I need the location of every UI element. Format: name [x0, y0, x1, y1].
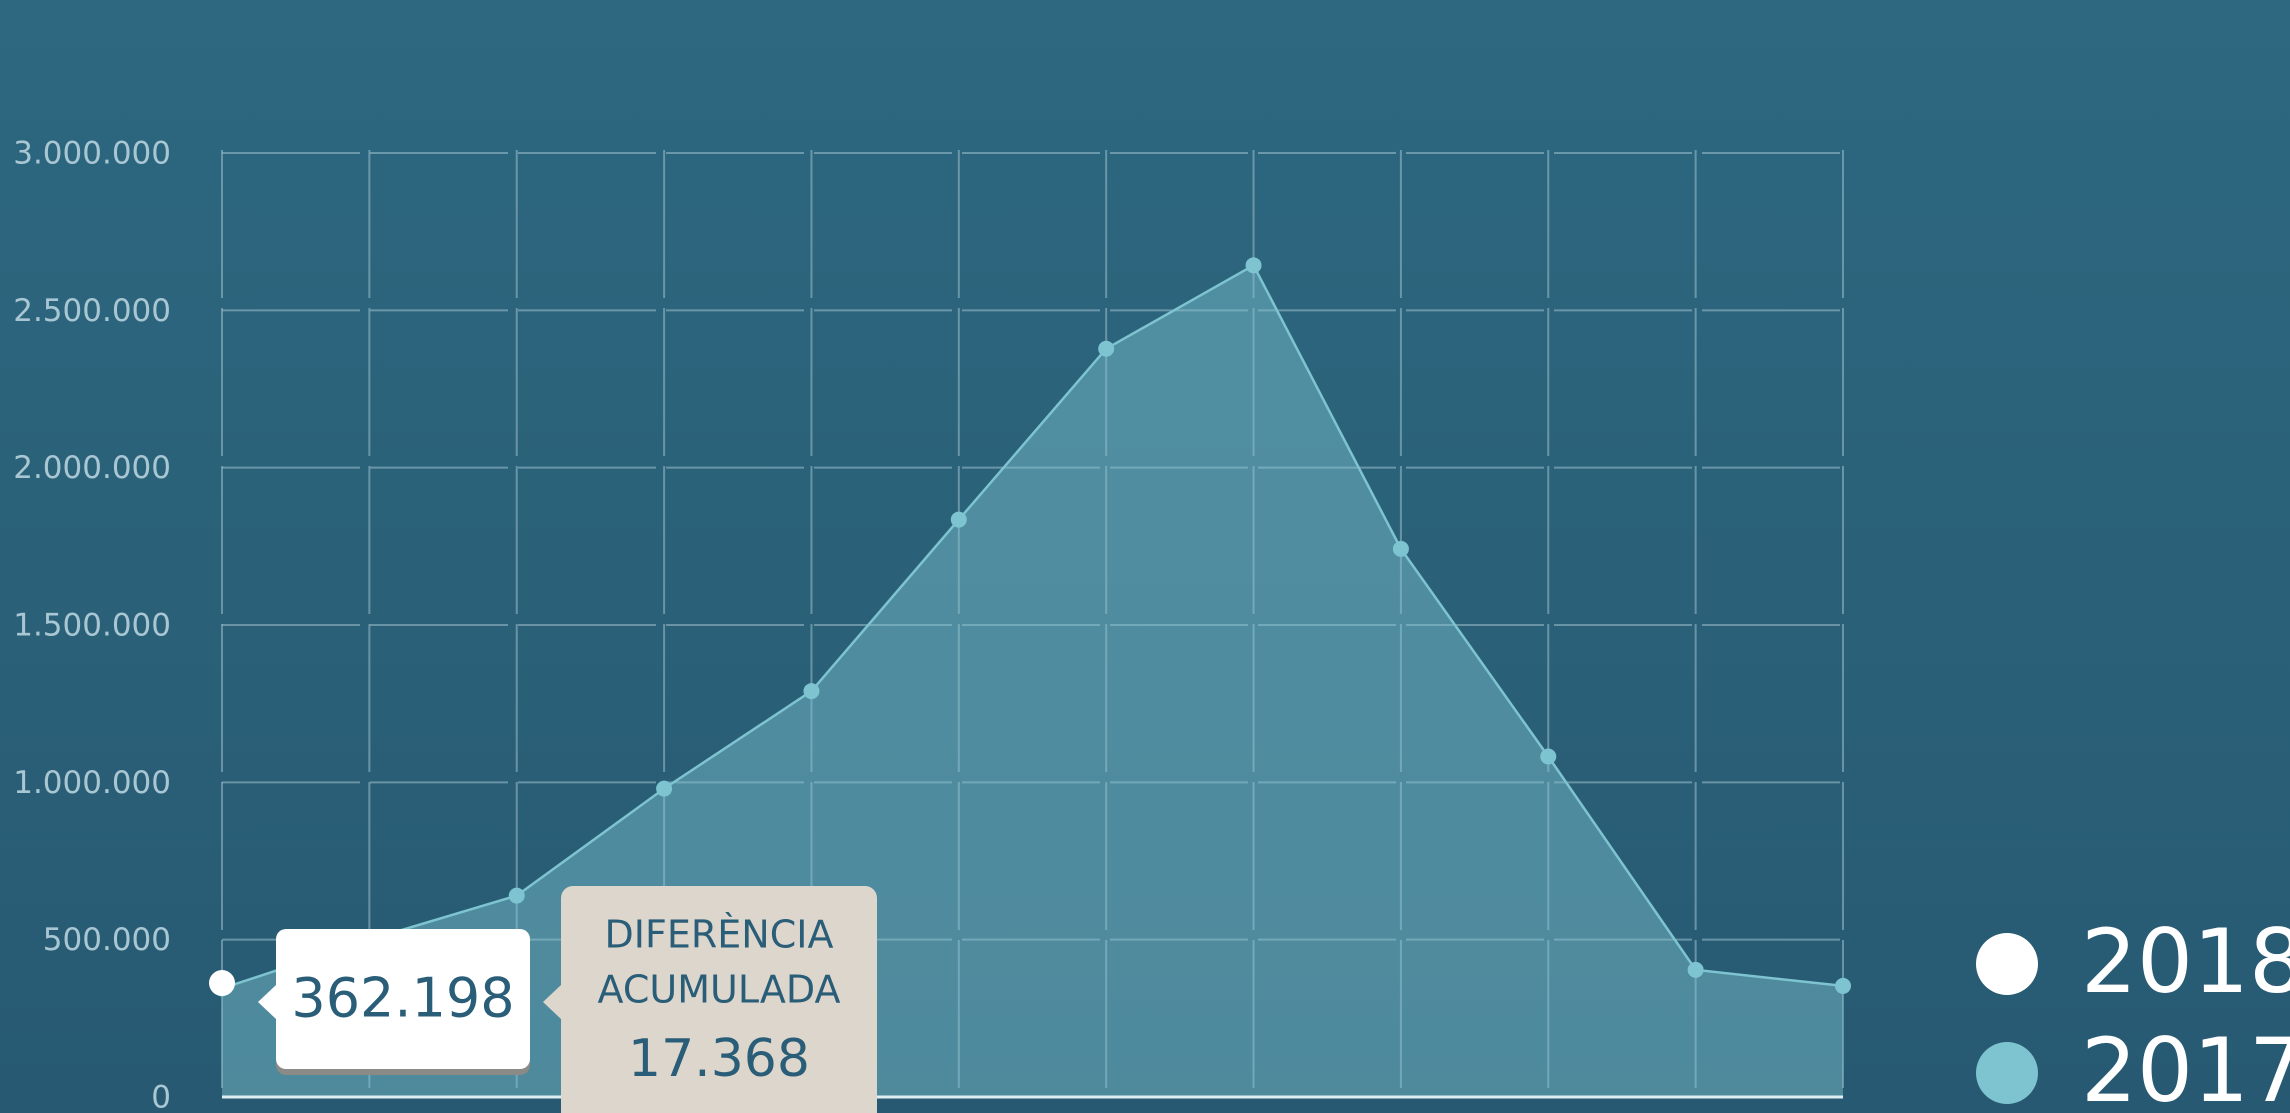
point — [1687, 961, 1704, 978]
y-tick-label: 500.000 — [43, 922, 171, 958]
y-tick-label: 2.000.000 — [13, 450, 171, 486]
tooltip-pointer — [258, 985, 276, 1019]
point — [209, 970, 235, 997]
y-tick-label: 3.000.000 — [13, 136, 171, 172]
point — [1098, 340, 1115, 357]
point — [1392, 540, 1409, 557]
difference-box — [561, 886, 877, 1113]
y-tick-label: 0 — [151, 1080, 171, 1113]
y-tick-label: 1.500.000 — [13, 608, 171, 644]
point — [1835, 977, 1851, 994]
legend-marker — [1976, 933, 2038, 995]
point — [950, 511, 967, 528]
point — [803, 683, 820, 700]
difference-value: 17.368 — [628, 1029, 810, 1089]
point — [508, 887, 525, 904]
y-tick-label: 1.000.000 — [13, 765, 171, 801]
line — [221, 263, 1844, 990]
point — [656, 780, 673, 797]
legend-label: 2017 — [2081, 1019, 2290, 1113]
point — [1245, 257, 1262, 274]
tooltip — [276, 929, 530, 1069]
legend-marker — [1976, 1042, 2038, 1104]
difference-title: ACUMULADA — [598, 968, 841, 1012]
tooltip-value: 362.198 — [291, 967, 514, 1030]
point — [1540, 748, 1557, 765]
difference-title: DIFERÈNCIA — [605, 913, 834, 957]
legend-label: 2018 — [2081, 910, 2290, 1013]
difference-pointer — [543, 985, 561, 1019]
y-tick-label: 2.500.000 — [13, 293, 171, 329]
